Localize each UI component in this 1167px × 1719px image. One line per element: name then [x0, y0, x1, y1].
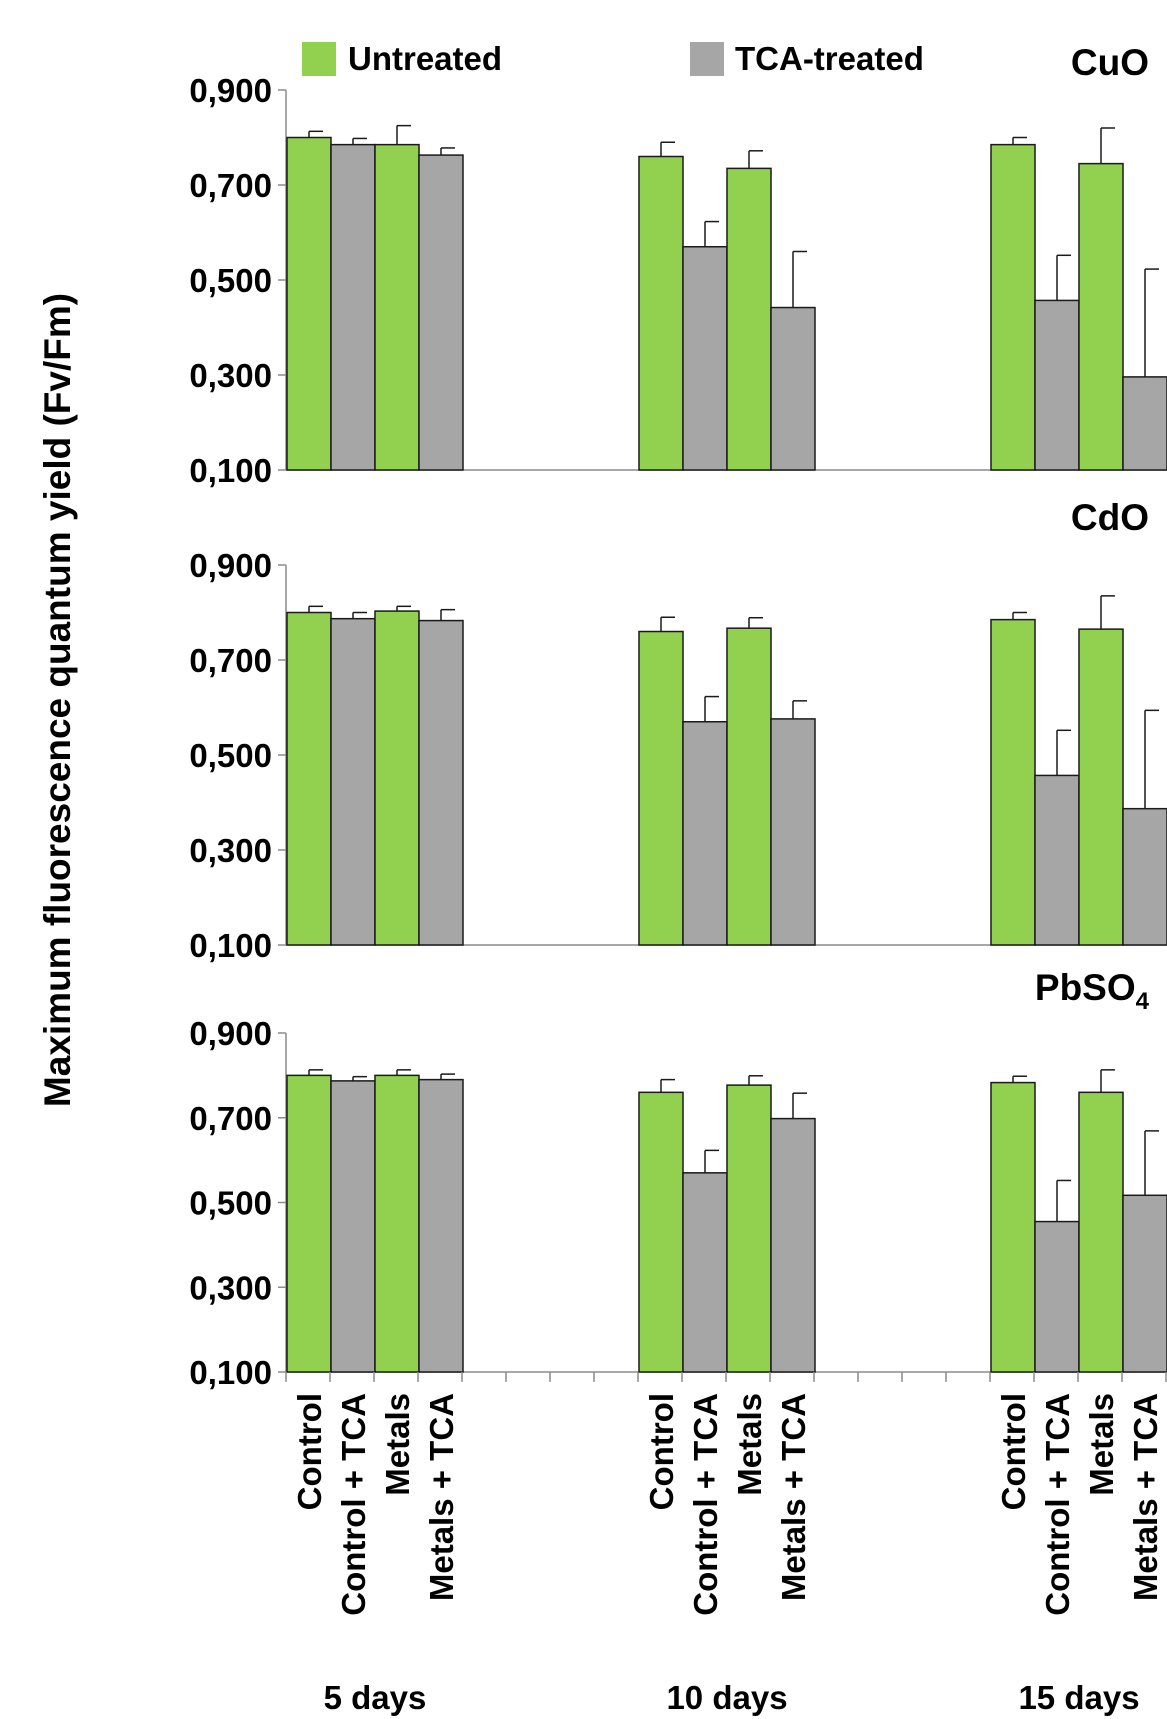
x-tick-label-metals-tca: Metals + TCA	[423, 1393, 460, 1601]
bar-cuo-5-days-metals	[374, 143, 420, 471]
panel-title-cuo: CuO	[1071, 42, 1149, 83]
y-tick-label: 0,500	[189, 737, 272, 774]
y-axis-title: Maximum fluorescence quantum yield (Fv/F…	[37, 293, 78, 1107]
x-tick-label-control: Control	[291, 1393, 328, 1510]
x-tick-label-control-tca: Control + TCA	[1039, 1393, 1076, 1616]
bar-pbso4-5-days-control-tca	[330, 1080, 376, 1373]
y-tick-label: 0,700	[189, 1100, 272, 1137]
bar-pbso4-5-days-metals-tca	[418, 1078, 464, 1373]
bar-cdo-15-days-metals	[1078, 628, 1124, 946]
bar-cuo-10-days-metals-tca	[770, 306, 816, 471]
x-tick-label-control-tca: Control + TCA	[687, 1393, 724, 1616]
legend-label-tca-treated: TCA-treated	[735, 40, 924, 77]
bar-cuo-10-days-control-tca	[682, 246, 728, 471]
y-tick-label: 0,700	[189, 167, 272, 204]
x-tick-label-metals-tca: Metals + TCA	[775, 1393, 812, 1601]
bar-cuo-15-days-metals-tca	[1122, 376, 1167, 471]
bar-cdo-10-days-control	[638, 630, 684, 946]
legend-label-untreated: Untreated	[348, 40, 502, 77]
bar-cdo-15-days-metals-tca	[1122, 807, 1167, 946]
y-tick-label: 0,700	[189, 642, 272, 679]
bar-pbso4-10-days-control	[638, 1091, 684, 1373]
x-tick-label-metals: Metals	[1083, 1393, 1120, 1496]
panel-title-cdo: CdO	[1071, 497, 1149, 538]
bar-cdo-15-days-control-tca	[1034, 774, 1080, 946]
y-tick-label: 0,500	[189, 1185, 272, 1222]
bar-pbso4-10-days-metals-tca	[770, 1117, 816, 1373]
bar-pbso4-10-days-metals	[726, 1084, 772, 1373]
x-tick-label-control: Control	[643, 1393, 680, 1510]
y-tick-label: 0,100	[189, 452, 272, 489]
legend-swatch-untreated	[302, 42, 336, 76]
bar-cdo-15-days-control	[990, 618, 1036, 946]
y-tick-label: 0,300	[189, 357, 272, 394]
bar-pbso4-15-days-metals	[1078, 1091, 1124, 1373]
y-tick-label: 0,100	[189, 1354, 272, 1391]
group-label-10-days: 10 days	[666, 1679, 787, 1716]
legend: Untreated TCA-treated	[302, 40, 924, 77]
x-tick-label-metals: Metals	[731, 1393, 768, 1496]
bar-cdo-10-days-metals	[726, 627, 772, 946]
bar-pbso4-5-days-control	[286, 1074, 332, 1373]
legend-swatch-tca-treated	[690, 42, 724, 76]
group-label-15-days: 15 days	[1018, 1679, 1139, 1716]
bar-cuo-15-days-control	[990, 143, 1036, 471]
bar-cuo-5-days-control-tca	[330, 143, 376, 471]
bar-cuo-15-days-control-tca	[1034, 299, 1080, 471]
x-tick-label-metals-tca: Metals + TCA	[1127, 1393, 1164, 1601]
x-tick-label-metals: Metals	[379, 1393, 416, 1496]
y-tick-label: 0,900	[189, 547, 272, 584]
y-tick-label: 0,300	[189, 832, 272, 869]
bar-pbso4-15-days-control-tca	[1034, 1220, 1080, 1373]
group-label-5-days: 5 days	[324, 1679, 427, 1716]
bar-pbso4-10-days-control-tca	[682, 1172, 728, 1373]
panel-title-pbso4: PbSO4	[1035, 967, 1150, 1015]
plot-area: 0,100 0,300 0,500 0,700 0,900 CuO 0,100 0,300 0,…	[189, 42, 1167, 1716]
x-tick-label-control: Control	[995, 1393, 1032, 1510]
bar-cdo-5-days-metals-tca	[418, 619, 464, 946]
y-tick-label: 0,300	[189, 1269, 272, 1306]
y-tick-label: 0,900	[189, 1015, 272, 1052]
y-tick-label: 0,100	[189, 927, 272, 964]
bar-cdo-10-days-control-tca	[682, 721, 728, 946]
bar-cdo-5-days-control-tca	[330, 617, 376, 946]
y-tick-label: 0,500	[189, 262, 272, 299]
y-tick-label: 0,900	[189, 72, 272, 109]
bar-cdo-5-days-metals	[374, 610, 420, 946]
bar-cdo-10-days-metals-tca	[770, 718, 816, 946]
bar-cuo-15-days-metals	[1078, 162, 1124, 471]
bar-pbso4-5-days-metals	[374, 1074, 420, 1373]
x-tick-label-control-tca: Control + TCA	[335, 1393, 372, 1616]
bar-cuo-10-days-control	[638, 155, 684, 471]
bar-cdo-5-days-control	[286, 611, 332, 946]
bar-pbso4-15-days-metals-tca	[1122, 1194, 1167, 1373]
bar-cuo-10-days-metals	[726, 167, 772, 471]
bar-cuo-5-days-metals-tca	[418, 154, 464, 471]
bar-pbso4-15-days-control	[990, 1081, 1036, 1373]
bar-cuo-5-days-control	[286, 136, 332, 471]
